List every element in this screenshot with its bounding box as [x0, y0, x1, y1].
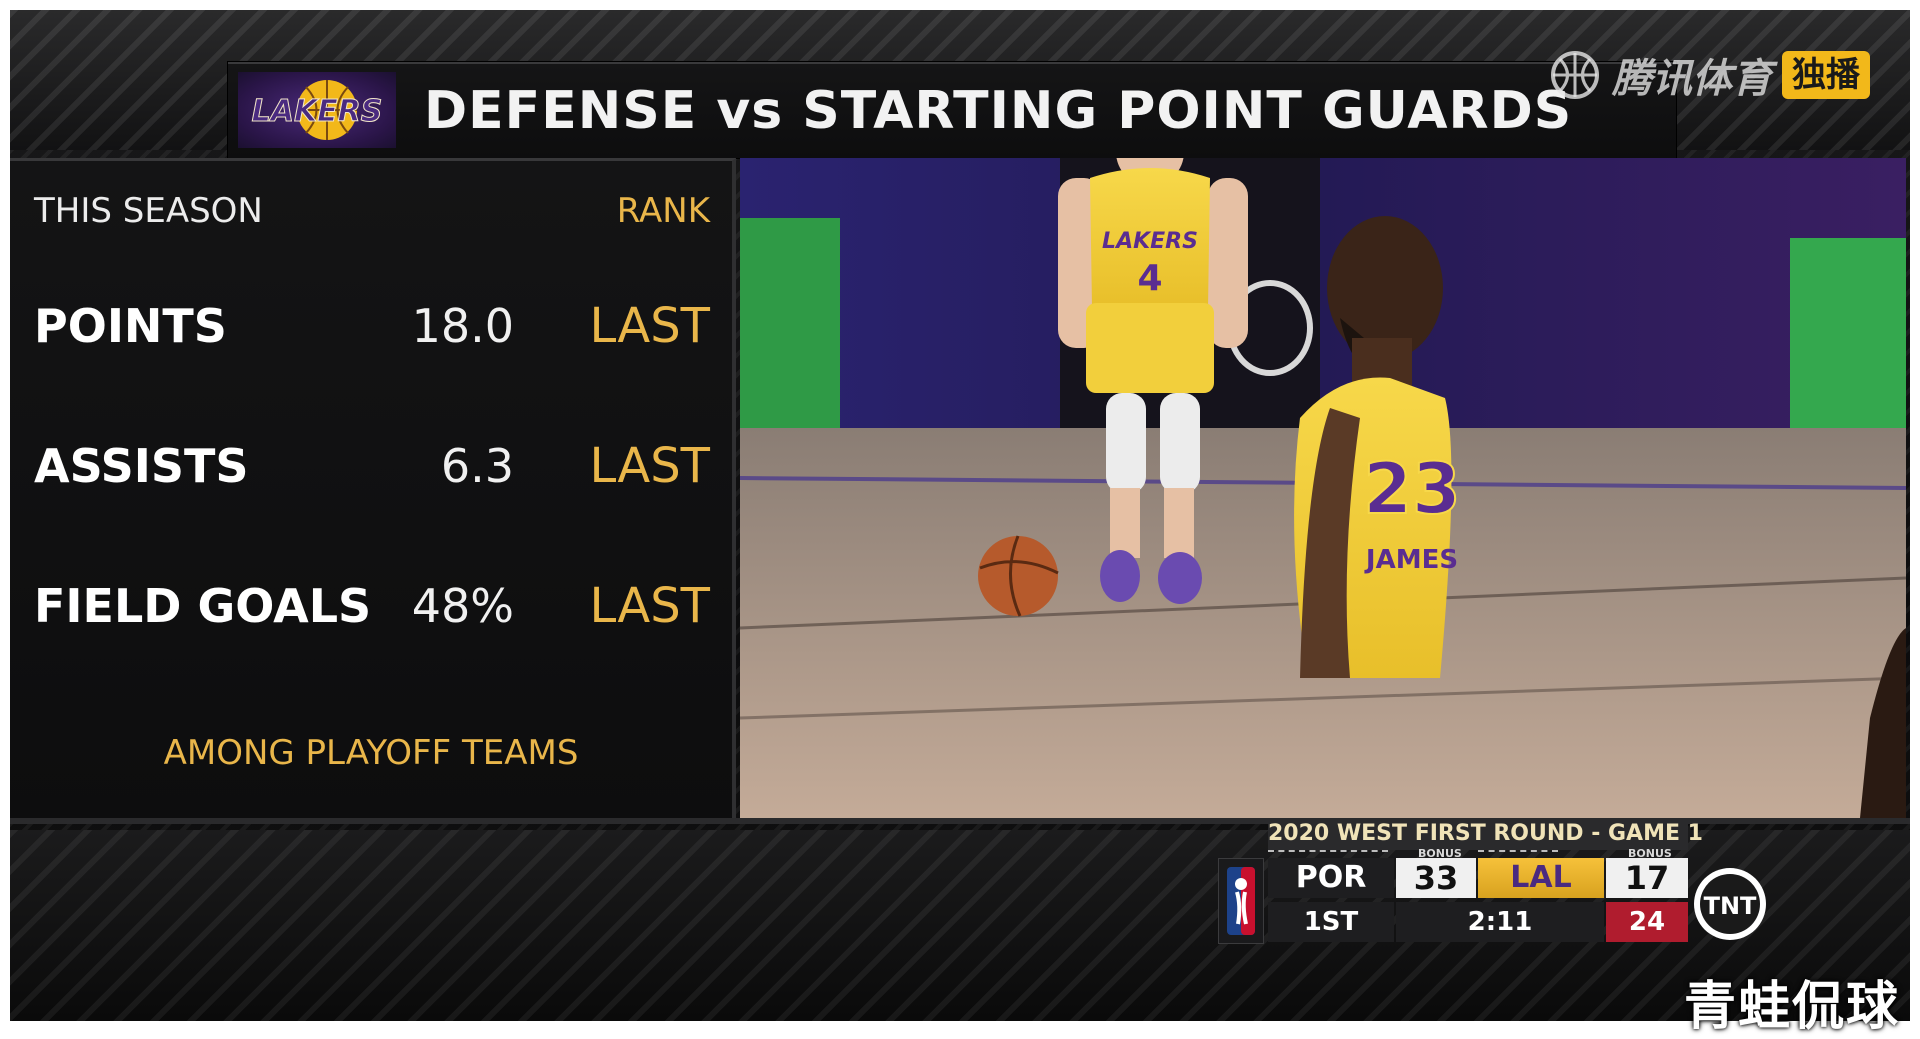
score-grid: POR BONUS 33 LAL BONUS 17 1ST 2:11 24 [1268, 848, 1688, 942]
guard-jersey-team: LAKERS [1102, 229, 1198, 254]
qingwa-watermark: 青蛙侃球 [1683, 977, 1900, 1037]
stat-row-assists: ASSISTS 6.3 LAST [34, 431, 710, 501]
stat-label: ASSISTS [34, 439, 249, 493]
forward-jersey-number: 23 [1363, 448, 1460, 530]
basketball-icon [1551, 51, 1599, 99]
court-signage [740, 218, 840, 448]
player-forward: 23 JAMES [1294, 216, 1462, 678]
stat-row-points: POINTS 18.0 LAST [34, 291, 710, 361]
game-video-frame: LAKERS 4 23 JAMES [740, 158, 1906, 818]
title-banner: LAKERS DEFENSE vs STARTING POINT GUARDS [228, 62, 1676, 158]
game-clock: 2:11 [1396, 902, 1604, 942]
watermark-text: 腾讯体育 [1612, 56, 1772, 102]
stat-rank: LAST [589, 438, 710, 494]
lakers-logo-text: LAKERS [252, 94, 383, 129]
guard-jersey-number: 4 [1137, 258, 1162, 299]
home-team-score: BONUS 17 [1606, 848, 1688, 898]
network-label: TNT [1704, 892, 1757, 920]
basketball [978, 536, 1058, 616]
tencent-sports-watermark: 腾讯体育 独播 [1548, 46, 1870, 104]
shot-clock: 24 [1606, 902, 1688, 942]
home-score-value: 17 [1624, 859, 1670, 897]
scoreboard-dashes [1478, 850, 1558, 856]
stat-value: 48% [411, 579, 514, 633]
stat-value: 18.0 [411, 299, 514, 353]
scoreboard-dashes [1268, 850, 1388, 856]
stat-label: POINTS [34, 299, 227, 353]
court-signage [1790, 238, 1906, 458]
page-title: DEFENSE vs STARTING POINT GUARDS [424, 81, 1573, 141]
panel-divider [10, 818, 1910, 824]
stat-rank: LAST [589, 578, 710, 634]
game-period: 1ST [1268, 902, 1394, 942]
tnt-logo-icon: TNT [1694, 868, 1766, 940]
stat-value: 6.3 [440, 439, 514, 493]
forward-jersey-name: JAMES [1364, 545, 1458, 575]
stats-header: THIS SEASON RANK [34, 191, 710, 241]
away-score-value: 33 [1413, 859, 1459, 897]
court-scene-illustration: LAKERS 4 23 JAMES [740, 158, 1906, 818]
scoreboard: 2020 WEST FIRST ROUND - GAME 1 POR BONUS… [1218, 818, 1703, 944]
nba-logo-icon [1218, 858, 1264, 944]
home-bonus-indicator: BONUS [1628, 847, 1672, 860]
season-label: THIS SEASON [34, 191, 263, 231]
exclusive-badge: 独播 [1782, 51, 1870, 99]
stat-label: FIELD GOALS [34, 579, 372, 633]
away-team-score: BONUS 33 [1396, 848, 1476, 898]
away-bonus-indicator: BONUS [1418, 847, 1462, 860]
rank-header: RANK [616, 191, 710, 231]
broadcast-frame: LAKERS DEFENSE vs STARTING POINT GUARDS … [10, 10, 1910, 1021]
stats-footnote: AMONG PLAYOFF TEAMS [163, 733, 579, 773]
stats-panel: THIS SEASON RANK POINTS 18.0 LAST ASSIST… [10, 158, 736, 821]
lakers-logo-icon: LAKERS [238, 72, 396, 148]
stat-row-field-goals: FIELD GOALS 48% LAST [34, 571, 710, 641]
stat-rank: LAST [589, 298, 710, 354]
series-label: 2020 WEST FIRST ROUND - GAME 1 [1268, 818, 1703, 850]
away-team-name: POR [1268, 858, 1394, 898]
player-guard: LAKERS 4 [1058, 158, 1248, 604]
home-team-name: LAL [1478, 858, 1604, 898]
